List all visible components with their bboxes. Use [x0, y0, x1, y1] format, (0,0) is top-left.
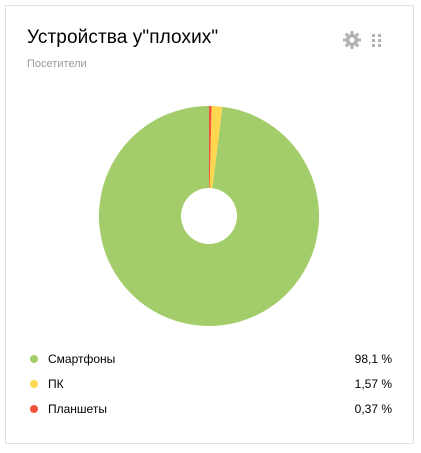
slice-tablets[interactable] — [209, 106, 212, 189]
legend-label: Смартфоны — [48, 351, 116, 366]
legend-value: 1,57 % — [354, 376, 392, 391]
widget-card — [5, 5, 414, 444]
legend-item-pc: ПК 1,57 % — [28, 371, 392, 396]
drag-handle-icon[interactable] — [370, 30, 384, 50]
legend-label: ПК — [48, 376, 64, 391]
legend-label: Планшеты — [48, 401, 107, 416]
legend-dot-tablets — [30, 404, 38, 413]
gear-icon[interactable] — [342, 30, 362, 50]
slice-pc[interactable] — [209, 106, 223, 189]
widget-title: Устройства у"плохих" — [27, 27, 219, 48]
legend-dot-smartphones — [30, 354, 38, 363]
legend-dot-pc — [30, 379, 38, 388]
chart-legend: Смартфоны 98,1 % ПК 1,57 % Планшеты 0,37… — [28, 346, 392, 421]
legend-value: 98,1 % — [354, 351, 392, 366]
legend-value: 0,37 % — [354, 401, 392, 416]
legend-item-smartphones: Смартфоны 98,1 % — [28, 346, 392, 371]
widget-subtitle: Посетители — [27, 58, 87, 70]
slice-smartphones[interactable] — [99, 106, 320, 326]
legend-item-tablets: Планшеты 0,37 % — [28, 396, 392, 421]
